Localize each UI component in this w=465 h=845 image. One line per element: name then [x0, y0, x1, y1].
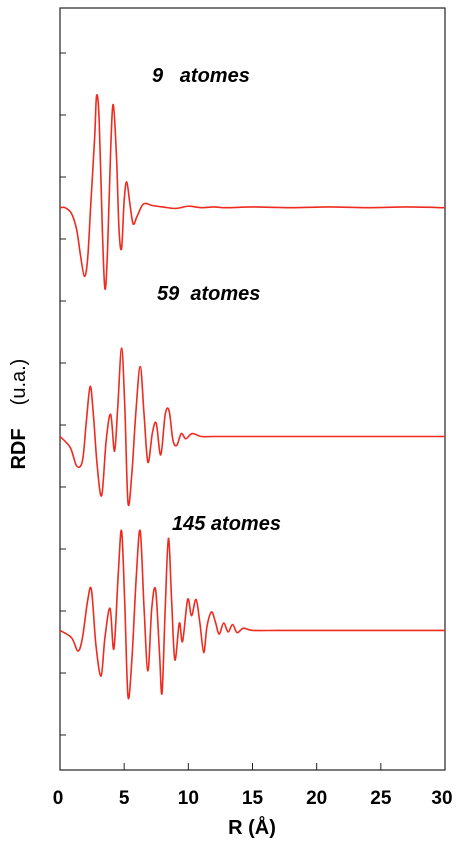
- x-tick-label-25: 25: [370, 788, 392, 809]
- x-tick-label-5: 5: [119, 788, 130, 809]
- x-tick-label-15: 15: [242, 788, 264, 809]
- x-tick-label-30: 30: [431, 788, 452, 809]
- x-tick-label-0: 0: [53, 788, 64, 809]
- series-label-9-atomes: 9 atomes: [152, 65, 250, 87]
- y-axis-label: RDF: [8, 428, 30, 469]
- plot-frame: [59, 7, 446, 771]
- y-tick-marks: [60, 52, 66, 736]
- y-axis-unit: (u.a.): [8, 359, 30, 406]
- series-group: [59, 94, 446, 700]
- x-axis-title: R (Å): [228, 815, 276, 839]
- y-axis-title: RDF (u.a.): [8, 359, 30, 470]
- x-tick-label-20: 20: [306, 788, 327, 809]
- series-label-59-atomes: 59 atomes: [157, 283, 260, 305]
- series-labels: 9 atomes 59 atomes 145 atomes: [152, 65, 281, 535]
- series-line-59-atomes: [59, 347, 445, 507]
- x-tick-labels: 0 5 10 15 20 25 30: [53, 788, 453, 809]
- series-line-145-atomes: [59, 529, 445, 700]
- x-tick-label-10: 10: [178, 788, 199, 809]
- series-line-9-atomes: [59, 94, 446, 290]
- x-tick-marks: [59, 763, 446, 770]
- series-label-145-atomes: 145 atomes: [172, 513, 281, 535]
